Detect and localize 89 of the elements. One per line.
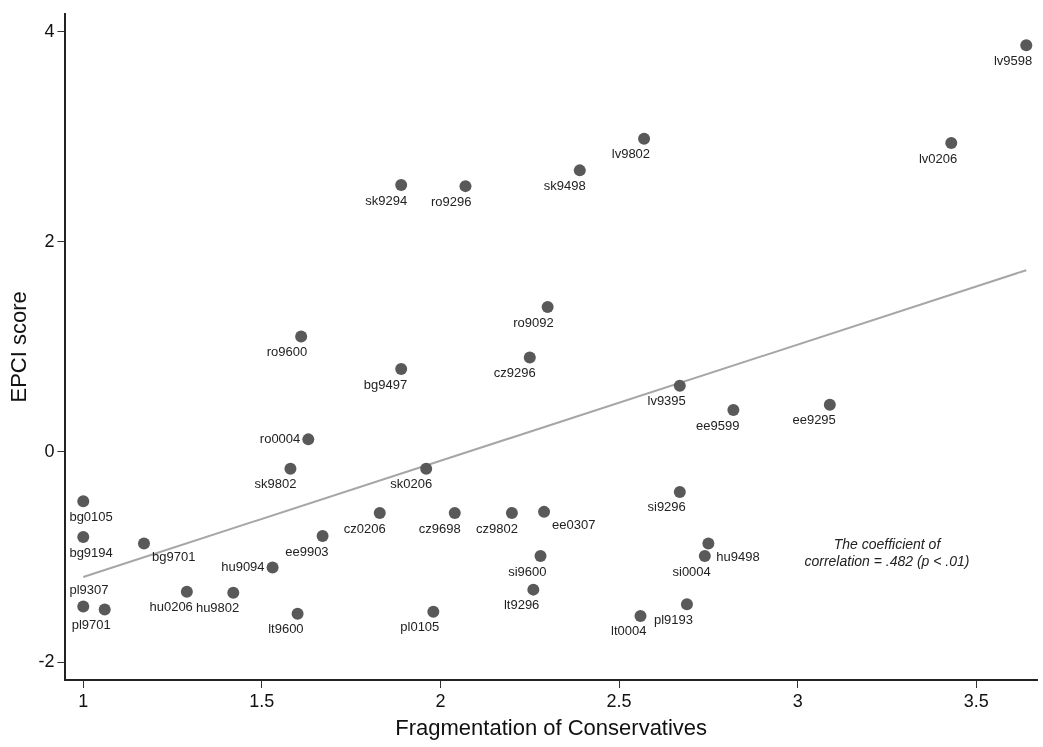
data-label: cz9802 <box>475 520 518 536</box>
point <box>823 398 836 411</box>
x-tick-label: 2.5 <box>606 690 632 711</box>
point <box>427 605 440 618</box>
point <box>180 585 193 598</box>
x-tick-label: 3.5 <box>963 690 989 711</box>
data-label: bg0105 <box>69 508 113 524</box>
y-tick-label: 2 <box>44 230 55 251</box>
data-label: bg9497 <box>363 376 408 392</box>
data-label: cz9698 <box>418 520 461 536</box>
y-tick-label: -2 <box>38 651 55 672</box>
point <box>302 433 315 446</box>
data-label: sk9498 <box>543 177 586 193</box>
data-label: si0004 <box>672 563 711 579</box>
point <box>538 505 551 518</box>
data-label: ee9295 <box>792 412 836 428</box>
point <box>638 132 651 145</box>
data-label: si9296 <box>647 499 686 515</box>
point <box>420 462 433 475</box>
point <box>1020 39 1033 52</box>
point <box>395 179 408 192</box>
point <box>77 495 90 508</box>
point <box>541 300 554 313</box>
x-tick-label: 1 <box>78 690 89 711</box>
point <box>395 362 408 375</box>
data-label: cz0206 <box>343 520 386 536</box>
point <box>527 583 540 596</box>
data-label: sk0206 <box>390 476 433 492</box>
point <box>266 561 279 574</box>
data-label: ro9600 <box>266 343 308 359</box>
point <box>137 537 150 550</box>
data-label: pl0105 <box>400 619 440 635</box>
point <box>698 550 711 563</box>
point <box>727 403 740 416</box>
annotation: The coefficient of correlation = .482 (p < .01) <box>803 536 971 571</box>
point <box>523 351 536 364</box>
data-label: hu0206 <box>149 599 193 615</box>
x-tick-label: 1.5 <box>249 690 275 711</box>
data-label: hu9498 <box>716 548 760 564</box>
data-label: bg9701 <box>151 548 196 564</box>
point <box>673 379 686 392</box>
data-label: pl9701 <box>71 617 111 633</box>
point <box>373 506 386 519</box>
point <box>448 506 461 519</box>
data-label: lt9296 <box>503 597 540 613</box>
data-label: lv9395 <box>647 393 686 409</box>
data-label: ro9296 <box>430 193 472 209</box>
data-label: ee9903 <box>285 543 329 559</box>
data-label: lv0206 <box>918 150 958 166</box>
point <box>77 600 90 613</box>
data-label: lt0004 <box>611 623 647 639</box>
data-label: ee9599 <box>696 417 740 433</box>
data-label: lt9600 <box>268 621 304 637</box>
point <box>505 506 518 519</box>
y-axis-title: EPCI score <box>6 291 32 403</box>
data-label: sk9802 <box>254 476 297 492</box>
point <box>702 537 715 550</box>
data-label: sk9294 <box>365 192 408 208</box>
point <box>573 164 586 177</box>
point <box>77 531 90 544</box>
point <box>673 485 686 498</box>
data-label: bg9194 <box>69 544 113 560</box>
data-label: cz9296 <box>493 364 536 380</box>
point <box>634 609 647 622</box>
point <box>291 607 304 620</box>
data-label: lv9802 <box>611 146 651 162</box>
data-label: si9600 <box>508 563 547 579</box>
x-tick-label: 2 <box>435 690 446 711</box>
point <box>227 586 240 599</box>
point <box>284 462 297 475</box>
point <box>945 137 958 150</box>
data-label: lv9598 <box>993 52 1033 68</box>
point <box>295 330 308 343</box>
y-tick-label: 4 <box>44 20 55 41</box>
x-tick-label: 3 <box>792 690 803 711</box>
point <box>98 603 111 616</box>
data-label: ee0307 <box>552 517 596 533</box>
point <box>316 530 329 543</box>
point <box>680 598 693 611</box>
x-axis-title: Fragmentation of Conservatives <box>395 714 708 740</box>
point <box>534 550 547 563</box>
point <box>459 180 472 193</box>
data-label: ro0004 <box>259 430 301 446</box>
data-label: ro9092 <box>513 314 554 330</box>
data-label: hu9802 <box>195 600 240 616</box>
data-label: pl9307 <box>69 582 109 598</box>
data-label: hu9094 <box>221 559 265 575</box>
data-label: pl9193 <box>653 611 693 627</box>
y-tick-label: 0 <box>44 440 55 461</box>
